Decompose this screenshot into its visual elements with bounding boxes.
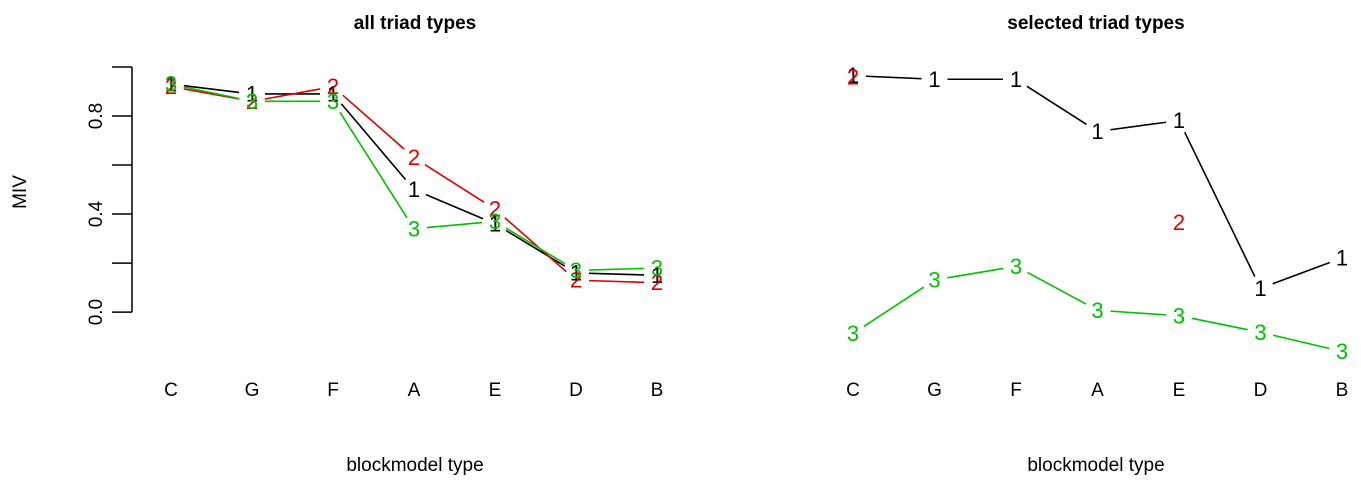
series-2-point: 2 [246, 89, 258, 114]
series-3-segment [183, 86, 240, 100]
chart-title: all triad types [354, 13, 477, 34]
y-axis-label: MIV [10, 175, 31, 209]
series-1-point: 1 [489, 211, 501, 236]
series-3-segment [588, 267, 645, 271]
chart-selected-triad-types: selected triad types blockmodel type C G F… [846, 13, 1348, 476]
series-1-point: 1 [928, 67, 940, 92]
series-1-point: 1 [327, 81, 339, 106]
series-2-point: 2 [847, 65, 859, 90]
series-1-point: 1 [847, 63, 859, 88]
series-1-segment [1026, 85, 1087, 126]
series-1-segment [588, 272, 645, 276]
series-3-point: 3 [570, 258, 582, 283]
chart-all-triad-types: all triad types MIV blockmodel type 0.00… [10, 13, 663, 476]
y-tick-label: 0.0 [86, 299, 107, 325]
series-2-point: 2 [165, 74, 177, 99]
series-2-point: 2 [327, 74, 339, 99]
series-3-point: 3 [928, 268, 940, 293]
series-1-point: 1 [165, 72, 177, 97]
x-tick-label-f: F [327, 380, 339, 401]
x-tick-label-d: D [569, 380, 583, 401]
series-3-point: 3 [1091, 298, 1103, 323]
x-tick-label-a: A [1091, 380, 1104, 401]
x-axis-label: blockmodel type [346, 455, 483, 476]
x-tick-label-c: C [164, 380, 178, 401]
series-3-point: 3 [327, 89, 339, 114]
series-3-segment [426, 221, 483, 229]
series-2-point: 2 [570, 268, 582, 293]
series-1-point: 1 [1336, 246, 1348, 271]
y-tick-label: 0.8 [86, 103, 107, 129]
series-1-point: 1 [1254, 276, 1266, 301]
x-tick-label-b: B [651, 380, 664, 401]
series-3-point: 3 [1010, 254, 1022, 279]
series-1-point: 1 [246, 81, 258, 106]
series-3-point: 3 [651, 255, 663, 280]
series-3-segment [1110, 310, 1167, 316]
series-1-segment [865, 75, 922, 80]
x-tick-label-g: G [927, 380, 942, 401]
series-3-segment [339, 111, 408, 219]
y-tick-label: 0.4 [86, 200, 107, 227]
series-2-segment [264, 88, 321, 100]
x-tick-label-e: E [1173, 380, 1186, 401]
series-3-point: 3 [489, 209, 501, 234]
series-3-point: 3 [408, 216, 420, 241]
series-2-point: 2 [1173, 210, 1185, 235]
x-tick-label-d: D [1254, 380, 1268, 401]
series-3-point: 3 [847, 321, 859, 346]
series-3-segment [863, 286, 925, 328]
series-2-segment [588, 279, 645, 284]
series-1-segment [1272, 261, 1331, 285]
series-3-point: 3 [1173, 303, 1185, 328]
series-3-segment [1027, 271, 1087, 305]
series-1-point: 1 [1091, 119, 1103, 144]
series-2-point: 2 [489, 197, 501, 222]
series-1-segment [505, 229, 566, 267]
series-1-point: 1 [651, 263, 663, 288]
x-tick-label-g: G [245, 380, 260, 401]
series-3-point: 3 [1254, 320, 1266, 345]
series-2-point: 2 [651, 270, 663, 295]
x-tick-label-b: B [1336, 380, 1349, 401]
series-3-point: 3 [165, 72, 177, 97]
series-1-point: 1 [570, 260, 582, 285]
y-axis: 0.0 0.4 0.8 [86, 66, 133, 325]
series-2-segment [342, 94, 405, 150]
series-2-segment [504, 217, 567, 273]
series-1-point: 1 [408, 177, 420, 202]
x-tick-label-c: C [846, 380, 860, 401]
series-1-point: 1 [1173, 108, 1185, 133]
series-3-point: 3 [1336, 339, 1348, 364]
x-tick-label-e: E [489, 380, 502, 401]
x-axis-label: blockmodel type [1027, 455, 1164, 476]
chart-title: selected triad types [1007, 13, 1184, 34]
x-tick-label-f: F [1010, 380, 1022, 401]
x-tick-label-a: A [408, 380, 421, 401]
series-2-point: 2 [408, 145, 420, 170]
series-3-segment [947, 267, 1004, 279]
series-3-point: 3 [246, 89, 258, 114]
series-1-segment [1183, 131, 1256, 277]
series-1-segment [1110, 121, 1167, 131]
series-1-segment [183, 84, 240, 94]
series-1-segment [425, 193, 484, 220]
series-3-segment [1191, 317, 1248, 331]
series-3-segment [505, 227, 566, 265]
series-3-segment [1272, 334, 1330, 350]
series-1-segment [340, 103, 407, 181]
series-2-segment [424, 163, 485, 203]
series-1-point: 1 [1010, 67, 1022, 92]
